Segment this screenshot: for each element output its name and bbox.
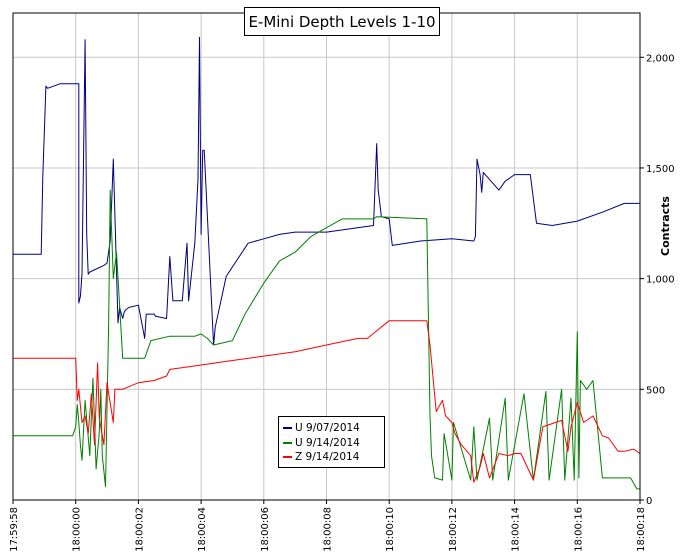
series-line <box>13 36 640 346</box>
x-tick-label: 18:00:08 <box>323 507 334 552</box>
x-tick-label: 18:00:10 <box>385 507 396 552</box>
y-tick-label: 2,000 <box>646 53 675 64</box>
legend-swatch <box>283 427 292 430</box>
y-axis: 0 500 1,000 1,500 2,000 <box>640 53 675 507</box>
legend-item: U 9/07/2014 <box>283 421 384 436</box>
x-tick-label: 18:00:02 <box>134 507 145 552</box>
y-axis-label: Contracts <box>659 196 672 256</box>
series-line <box>13 189 640 490</box>
y-tick-label: 1,500 <box>646 164 675 175</box>
legend-label: U 9/14/2014 <box>295 436 360 449</box>
series-lines <box>13 36 641 490</box>
legend: U 9/07/2014 U 9/14/2014 Z 9/14/2014 <box>278 416 385 468</box>
legend-item: Z 9/14/2014 <box>283 450 384 465</box>
y-tick-label: 1,000 <box>646 275 675 286</box>
x-axis: 17:59:58 18:00:00 18:00:02 18:00:04 18:00:06… <box>9 500 647 552</box>
x-tick-label: 18:00:06 <box>260 507 271 552</box>
x-tick-label: 18:00:12 <box>448 507 459 552</box>
y-tick-label: 500 <box>646 385 665 396</box>
legend-item: U 9/14/2014 <box>283 436 384 451</box>
y-tick-label: 0 <box>646 496 652 507</box>
x-tick-label: 18:00:18 <box>636 507 647 552</box>
series-line <box>13 320 641 483</box>
x-tick-label: 18:00:00 <box>72 507 83 552</box>
x-tick-label: 17:59:58 <box>9 507 20 552</box>
chart-title: E-Mini Depth Levels 1-10 <box>244 7 440 36</box>
x-tick-label: 18:00:16 <box>573 507 584 552</box>
legend-label: Z 9/14/2014 <box>295 451 360 464</box>
legend-swatch <box>283 456 292 459</box>
x-tick-label: 18:00:04 <box>197 507 208 552</box>
legend-label: U 9/07/2014 <box>295 422 360 435</box>
legend-swatch <box>283 441 292 444</box>
x-tick-label: 18:00:14 <box>511 507 522 552</box>
